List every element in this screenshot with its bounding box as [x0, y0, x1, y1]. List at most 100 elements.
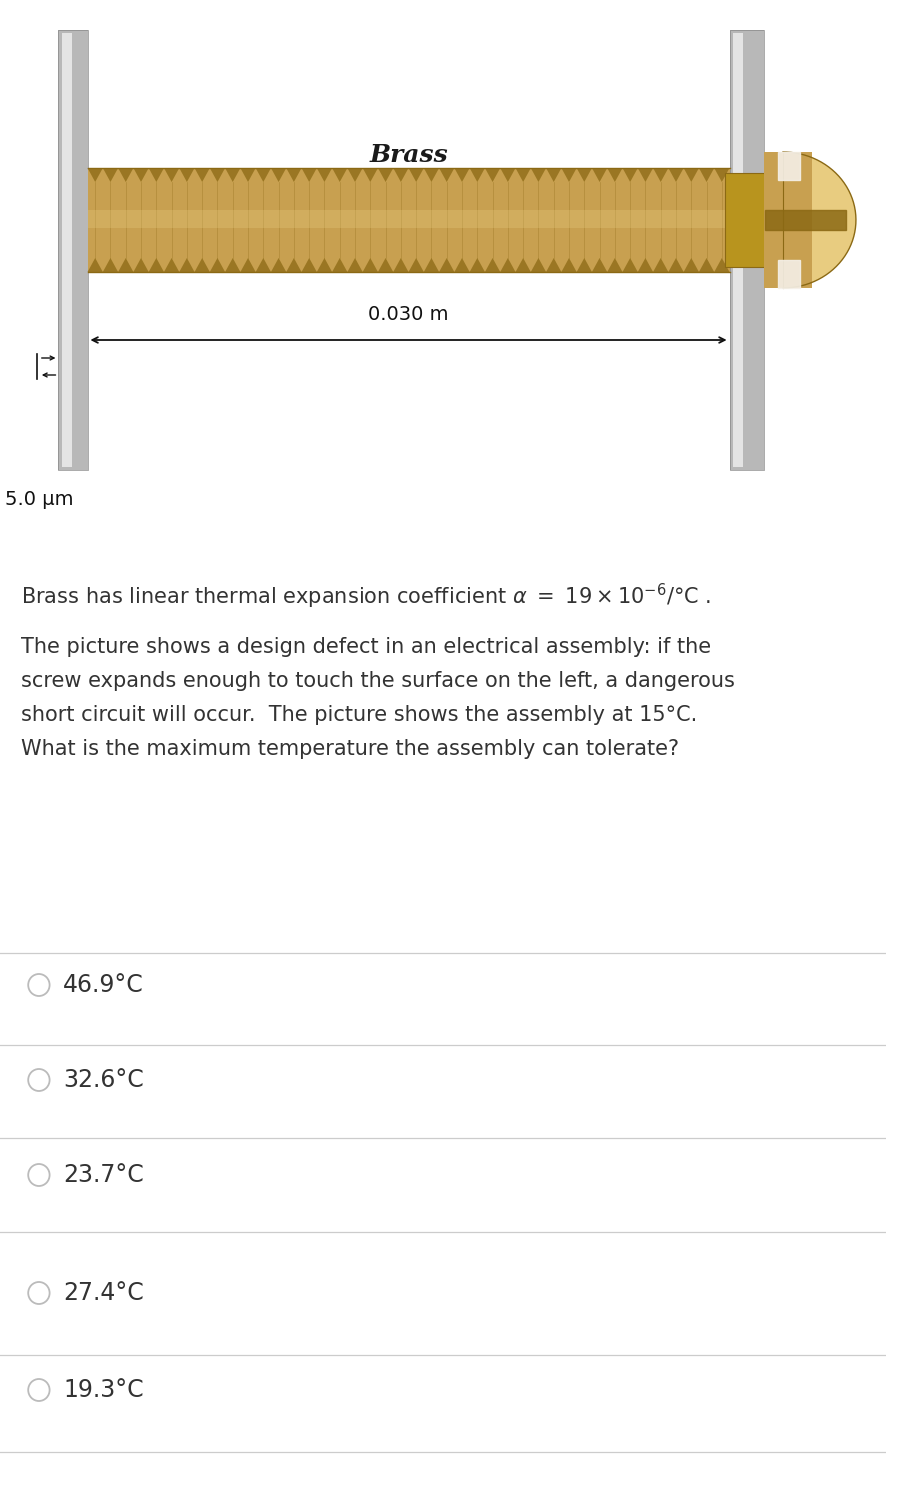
Polygon shape [317, 258, 333, 271]
Polygon shape [133, 168, 148, 181]
Bar [58, 30, 87, 471]
Polygon shape [118, 168, 133, 181]
Polygon shape [778, 151, 800, 180]
Polygon shape [577, 258, 592, 271]
Polygon shape [765, 210, 846, 229]
Text: The picture shows a design defect in an electrical assembly: if the: The picture shows a design defect in an … [21, 637, 711, 657]
Polygon shape [408, 168, 424, 181]
Bar [730, 30, 763, 471]
Bar [62, 33, 72, 468]
Polygon shape [87, 258, 103, 271]
Polygon shape [638, 168, 653, 181]
Polygon shape [87, 168, 103, 181]
Polygon shape [485, 258, 500, 271]
Polygon shape [363, 258, 378, 271]
Text: screw expands enough to touch the surface on the left, a dangerous: screw expands enough to touch the surfac… [21, 672, 735, 691]
Polygon shape [531, 168, 546, 181]
Polygon shape [103, 168, 118, 181]
Text: Brass: Brass [369, 142, 448, 166]
Polygon shape [347, 258, 363, 271]
Polygon shape [148, 168, 164, 181]
Bar [733, 33, 743, 468]
Text: short circuit will occur.  The picture shows the assembly at 15°C.: short circuit will occur. The picture sh… [21, 705, 698, 726]
Text: 46.9°C: 46.9°C [63, 973, 144, 997]
Polygon shape [608, 168, 622, 181]
Bar [58, 30, 87, 471]
Polygon shape [317, 168, 333, 181]
Polygon shape [455, 168, 470, 181]
Polygon shape [133, 258, 148, 271]
Polygon shape [577, 168, 592, 181]
Polygon shape [103, 258, 118, 271]
Polygon shape [195, 168, 210, 181]
Polygon shape [592, 258, 608, 271]
Polygon shape [256, 168, 271, 181]
Polygon shape [439, 258, 455, 271]
Polygon shape [714, 168, 730, 181]
Polygon shape [470, 168, 485, 181]
Polygon shape [500, 168, 516, 181]
Polygon shape [622, 168, 638, 181]
Polygon shape [256, 258, 271, 271]
Text: 5.0 μm: 5.0 μm [5, 490, 74, 510]
Polygon shape [333, 168, 347, 181]
Polygon shape [195, 258, 210, 271]
Polygon shape [778, 259, 800, 288]
Polygon shape [148, 258, 164, 271]
Polygon shape [378, 258, 394, 271]
Polygon shape [286, 258, 302, 271]
Polygon shape [622, 258, 638, 271]
Polygon shape [271, 168, 286, 181]
Polygon shape [118, 258, 133, 271]
Polygon shape [783, 151, 856, 288]
Polygon shape [500, 258, 516, 271]
Polygon shape [592, 168, 608, 181]
Polygon shape [302, 258, 317, 271]
Polygon shape [225, 168, 241, 181]
Polygon shape [394, 258, 408, 271]
Bar [763, 151, 813, 288]
Polygon shape [210, 168, 225, 181]
Polygon shape [485, 168, 500, 181]
Polygon shape [394, 168, 408, 181]
Polygon shape [241, 258, 256, 271]
Polygon shape [164, 168, 179, 181]
Bar [87, 168, 730, 271]
Text: Brass has linear thermal expansion coefficient $\it{\alpha}$ $=$ $19 \times 10^{: Brass has linear thermal expansion coeff… [21, 582, 711, 612]
Polygon shape [286, 168, 302, 181]
Polygon shape [714, 258, 730, 271]
Polygon shape [531, 258, 546, 271]
Polygon shape [638, 258, 653, 271]
Polygon shape [683, 258, 699, 271]
Polygon shape [516, 258, 531, 271]
Polygon shape [424, 168, 439, 181]
Polygon shape [179, 258, 195, 271]
Text: 0.030 m: 0.030 m [368, 304, 449, 324]
Polygon shape [179, 168, 195, 181]
Polygon shape [653, 258, 669, 271]
Polygon shape [699, 168, 714, 181]
Bar [724, 172, 768, 267]
Polygon shape [363, 168, 378, 181]
Polygon shape [241, 168, 256, 181]
Polygon shape [164, 258, 179, 271]
Polygon shape [347, 168, 363, 181]
Polygon shape [669, 258, 683, 271]
Polygon shape [302, 168, 317, 181]
Text: 32.6°C: 32.6°C [63, 1067, 144, 1091]
Polygon shape [699, 258, 714, 271]
Polygon shape [561, 168, 577, 181]
Polygon shape [210, 258, 225, 271]
Text: 19.3°C: 19.3°C [63, 1378, 144, 1402]
Bar [87, 210, 730, 228]
Text: 23.7°C: 23.7°C [63, 1163, 144, 1187]
Polygon shape [408, 258, 424, 271]
Polygon shape [271, 258, 286, 271]
Polygon shape [378, 168, 394, 181]
Polygon shape [546, 258, 561, 271]
Polygon shape [333, 258, 347, 271]
Polygon shape [683, 168, 699, 181]
Text: 27.4°C: 27.4°C [63, 1282, 144, 1306]
Polygon shape [669, 168, 683, 181]
Polygon shape [561, 258, 577, 271]
